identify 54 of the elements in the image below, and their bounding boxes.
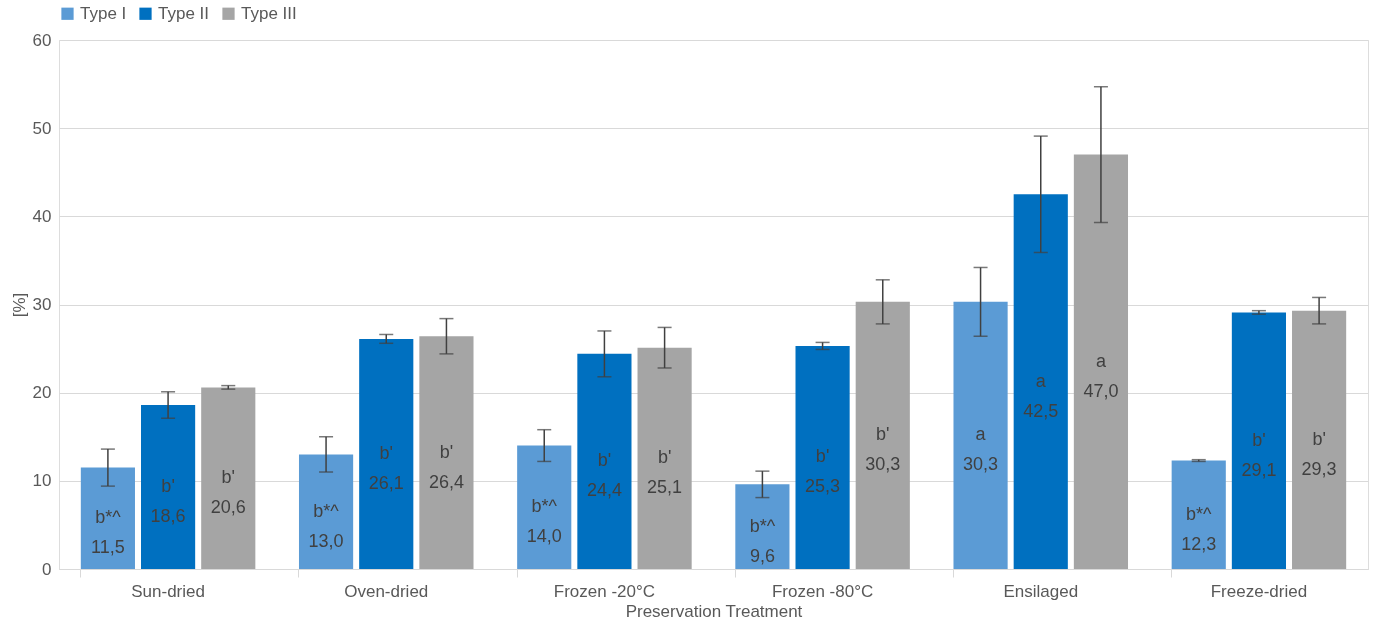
bar	[201, 387, 256, 569]
bar	[359, 338, 414, 569]
bar	[517, 445, 572, 569]
y-tick-label: 10	[32, 471, 52, 491]
y-axis-title: [%]	[9, 292, 29, 318]
data-label: b' 30,3	[865, 424, 901, 475]
bar	[1073, 154, 1129, 569]
data-label: b' 29,3	[1301, 428, 1337, 479]
data-label: b*^ 14,0	[526, 496, 562, 547]
bar	[1231, 312, 1286, 569]
data-label: b*^ 13,0	[308, 500, 344, 551]
bar	[795, 345, 850, 569]
bar	[1171, 460, 1226, 569]
data-label: b' 25,3	[805, 446, 841, 497]
legend-label: Type II	[158, 3, 210, 23]
bar	[80, 467, 135, 569]
data-label: b' 20,6	[210, 467, 246, 518]
y-tick-label: 60	[32, 30, 52, 50]
data-label: b' 26,1	[368, 442, 404, 493]
x-axis-title: Preservation Treatment	[625, 601, 803, 621]
data-label: b*^ 11,5	[91, 507, 125, 558]
bar	[735, 484, 790, 569]
x-tick-label: Oven-dried	[344, 581, 429, 601]
bar	[419, 336, 474, 569]
data-label: b' 18,6	[150, 476, 186, 527]
data-label: b' 29,1	[1241, 429, 1277, 480]
data-label: a 47,0	[1083, 350, 1119, 401]
data-label: a 42,5	[1023, 370, 1059, 421]
bar	[855, 301, 910, 569]
bar	[1013, 194, 1068, 569]
x-tick-label: Ensilaged	[1003, 581, 1079, 601]
y-tick-label: 50	[32, 118, 52, 138]
bar	[577, 353, 632, 569]
data-label: a 30,3	[963, 424, 999, 475]
y-tick-label: 20	[32, 383, 52, 403]
x-tick-label: Sun-dried	[131, 581, 205, 601]
data-label: b*^ 12,3	[1181, 503, 1217, 554]
x-tick-label: Freeze-dried	[1210, 581, 1308, 601]
legend-label: Type I	[80, 3, 127, 23]
bar	[637, 347, 692, 569]
bar	[298, 454, 354, 569]
data-label: b' 24,4	[586, 450, 622, 501]
bar	[953, 301, 1008, 569]
y-tick-label: 30	[32, 295, 52, 314]
data-label: b' 25,1	[647, 447, 683, 498]
bar	[1292, 310, 1347, 569]
y-tick-label: 40	[32, 206, 52, 226]
x-tick-label: Frozen -20°C	[553, 581, 656, 601]
data-label: b*^ 9,6	[749, 515, 776, 566]
y-tick-label: 0	[42, 559, 52, 579]
data-label: b' 26,4	[428, 441, 464, 492]
x-tick-label: Frozen -80°C	[771, 581, 874, 601]
legend-label: Type III	[241, 3, 297, 23]
bar	[141, 405, 196, 569]
